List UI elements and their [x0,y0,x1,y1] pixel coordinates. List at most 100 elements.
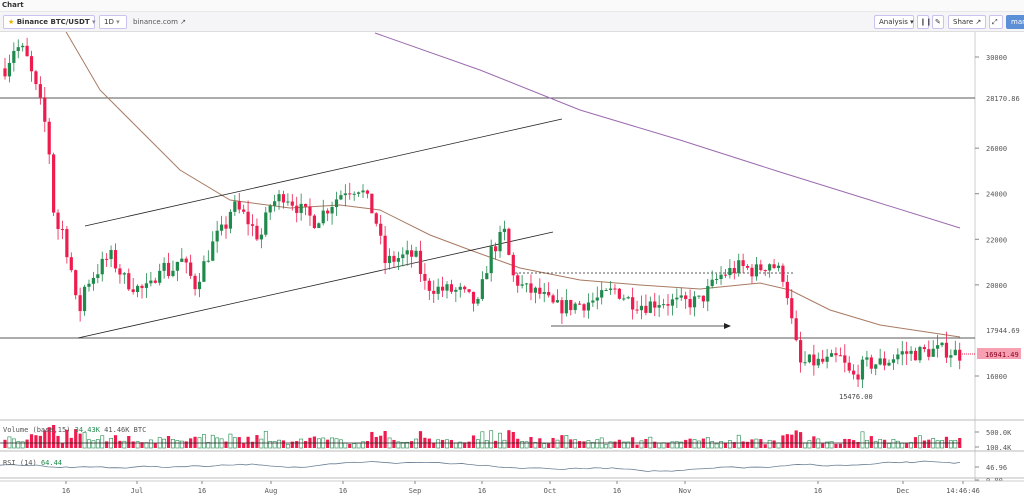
manual-button[interactable]: manual [1006,15,1024,29]
candle-body [468,289,471,292]
candle-body [419,251,422,274]
share-button[interactable]: Share ↗ [948,15,986,29]
time-tick-label: 16 [478,487,486,495]
volume-bar [817,439,820,448]
candle-body [437,287,440,294]
candle-body [370,194,373,214]
price-chart[interactable]: 30000 26000 24000 22000 20000 16000 28170.86 17… [0,32,1024,501]
candle-body [494,246,497,251]
candle-body [870,357,873,368]
share-label: Share [953,18,973,26]
candle-body [375,213,378,223]
candle-body [560,300,563,313]
candle-body [936,345,939,349]
candle-body [512,255,515,275]
candle-body [949,355,952,357]
volume-bar [229,434,232,448]
volume-bar [901,443,904,448]
candle-body [817,359,820,366]
volume-bar [529,437,532,448]
candle-body [344,193,347,195]
interval-selector[interactable]: 1D ▾ [99,15,127,29]
volume-bar [313,436,316,448]
candle-body [335,199,338,207]
volume-bar [8,437,11,448]
volume-bar [803,443,806,448]
volume-bar [755,439,758,448]
volume-value: 34.43K [75,426,100,434]
candle-body [879,358,882,364]
volume-bar [618,440,621,448]
volume-bar [277,440,280,448]
candle-body [233,201,236,211]
symbol-selector[interactable]: ★ Binance BTC/USDT ▾ [3,15,95,29]
candle-body [34,71,37,84]
volume-bar [410,441,413,448]
candle-body [755,264,758,276]
candle-body [666,304,669,306]
candle-body [176,262,179,271]
candle-body [74,270,77,295]
candle-body [463,287,466,289]
candle-body [459,287,462,290]
volume-bar [715,444,718,448]
fullscreen-button[interactable]: ⤢ [989,15,1003,29]
candle-body [207,261,210,262]
candle-body [264,212,267,234]
volume-bar [605,445,608,448]
candle-body [923,347,926,349]
volume-bar [728,441,731,448]
time-tick-label: 16 [613,487,621,495]
candle-body [17,47,20,51]
volume-bar [101,436,104,448]
candle-body [772,264,775,268]
time-tick-label: Sep [409,487,422,495]
candle-body [883,358,886,365]
volume-bar [521,441,524,448]
candle-body [954,350,957,355]
volume-bar [282,440,285,448]
volume-bar [326,440,329,448]
candle-body [896,354,899,359]
candle-body [242,210,245,212]
volume-bar [737,435,740,448]
chevron-down-icon: ▾ [116,18,120,26]
candle-body [52,154,55,212]
volume-bar [445,440,448,448]
source-link[interactable]: binance.com ↗ [133,15,186,29]
analysis-button[interactable]: Analysis ▾ [874,15,914,29]
volume-bar [512,432,515,448]
volume-bar [587,441,590,448]
candle-body [273,201,276,206]
candle-body [490,246,493,273]
candle-body [96,274,99,278]
time-tick-label: Aug [265,487,278,495]
rsi-value: 64.44 [41,459,62,467]
resistance-label: 28170.86 [986,95,1020,103]
volume-bar [697,441,700,448]
candle-body [12,51,15,63]
indicators-button[interactable]: ❙❙ [917,15,929,29]
rsi-tick-label: 46.96 [986,464,1007,472]
candle-body [958,350,961,361]
volume-bar [556,440,559,448]
candle-body [167,263,170,276]
volume-bar [896,441,899,448]
candle-body [803,362,806,363]
draw-button[interactable]: ✎ [932,15,944,29]
volume-bar [17,442,20,448]
candle-body [529,283,532,292]
candle-body [300,204,303,213]
candle-body [697,296,700,297]
volume-bar [490,431,493,448]
volume-bar [945,437,948,448]
volume-bar [569,439,572,448]
candle-body [927,349,930,357]
volume-bar [786,434,789,448]
candle-body [317,223,320,228]
candle-body [582,304,585,310]
candle-body [551,295,554,302]
candle-body [123,273,126,274]
candle-body [260,235,263,240]
candle-body [742,260,745,266]
